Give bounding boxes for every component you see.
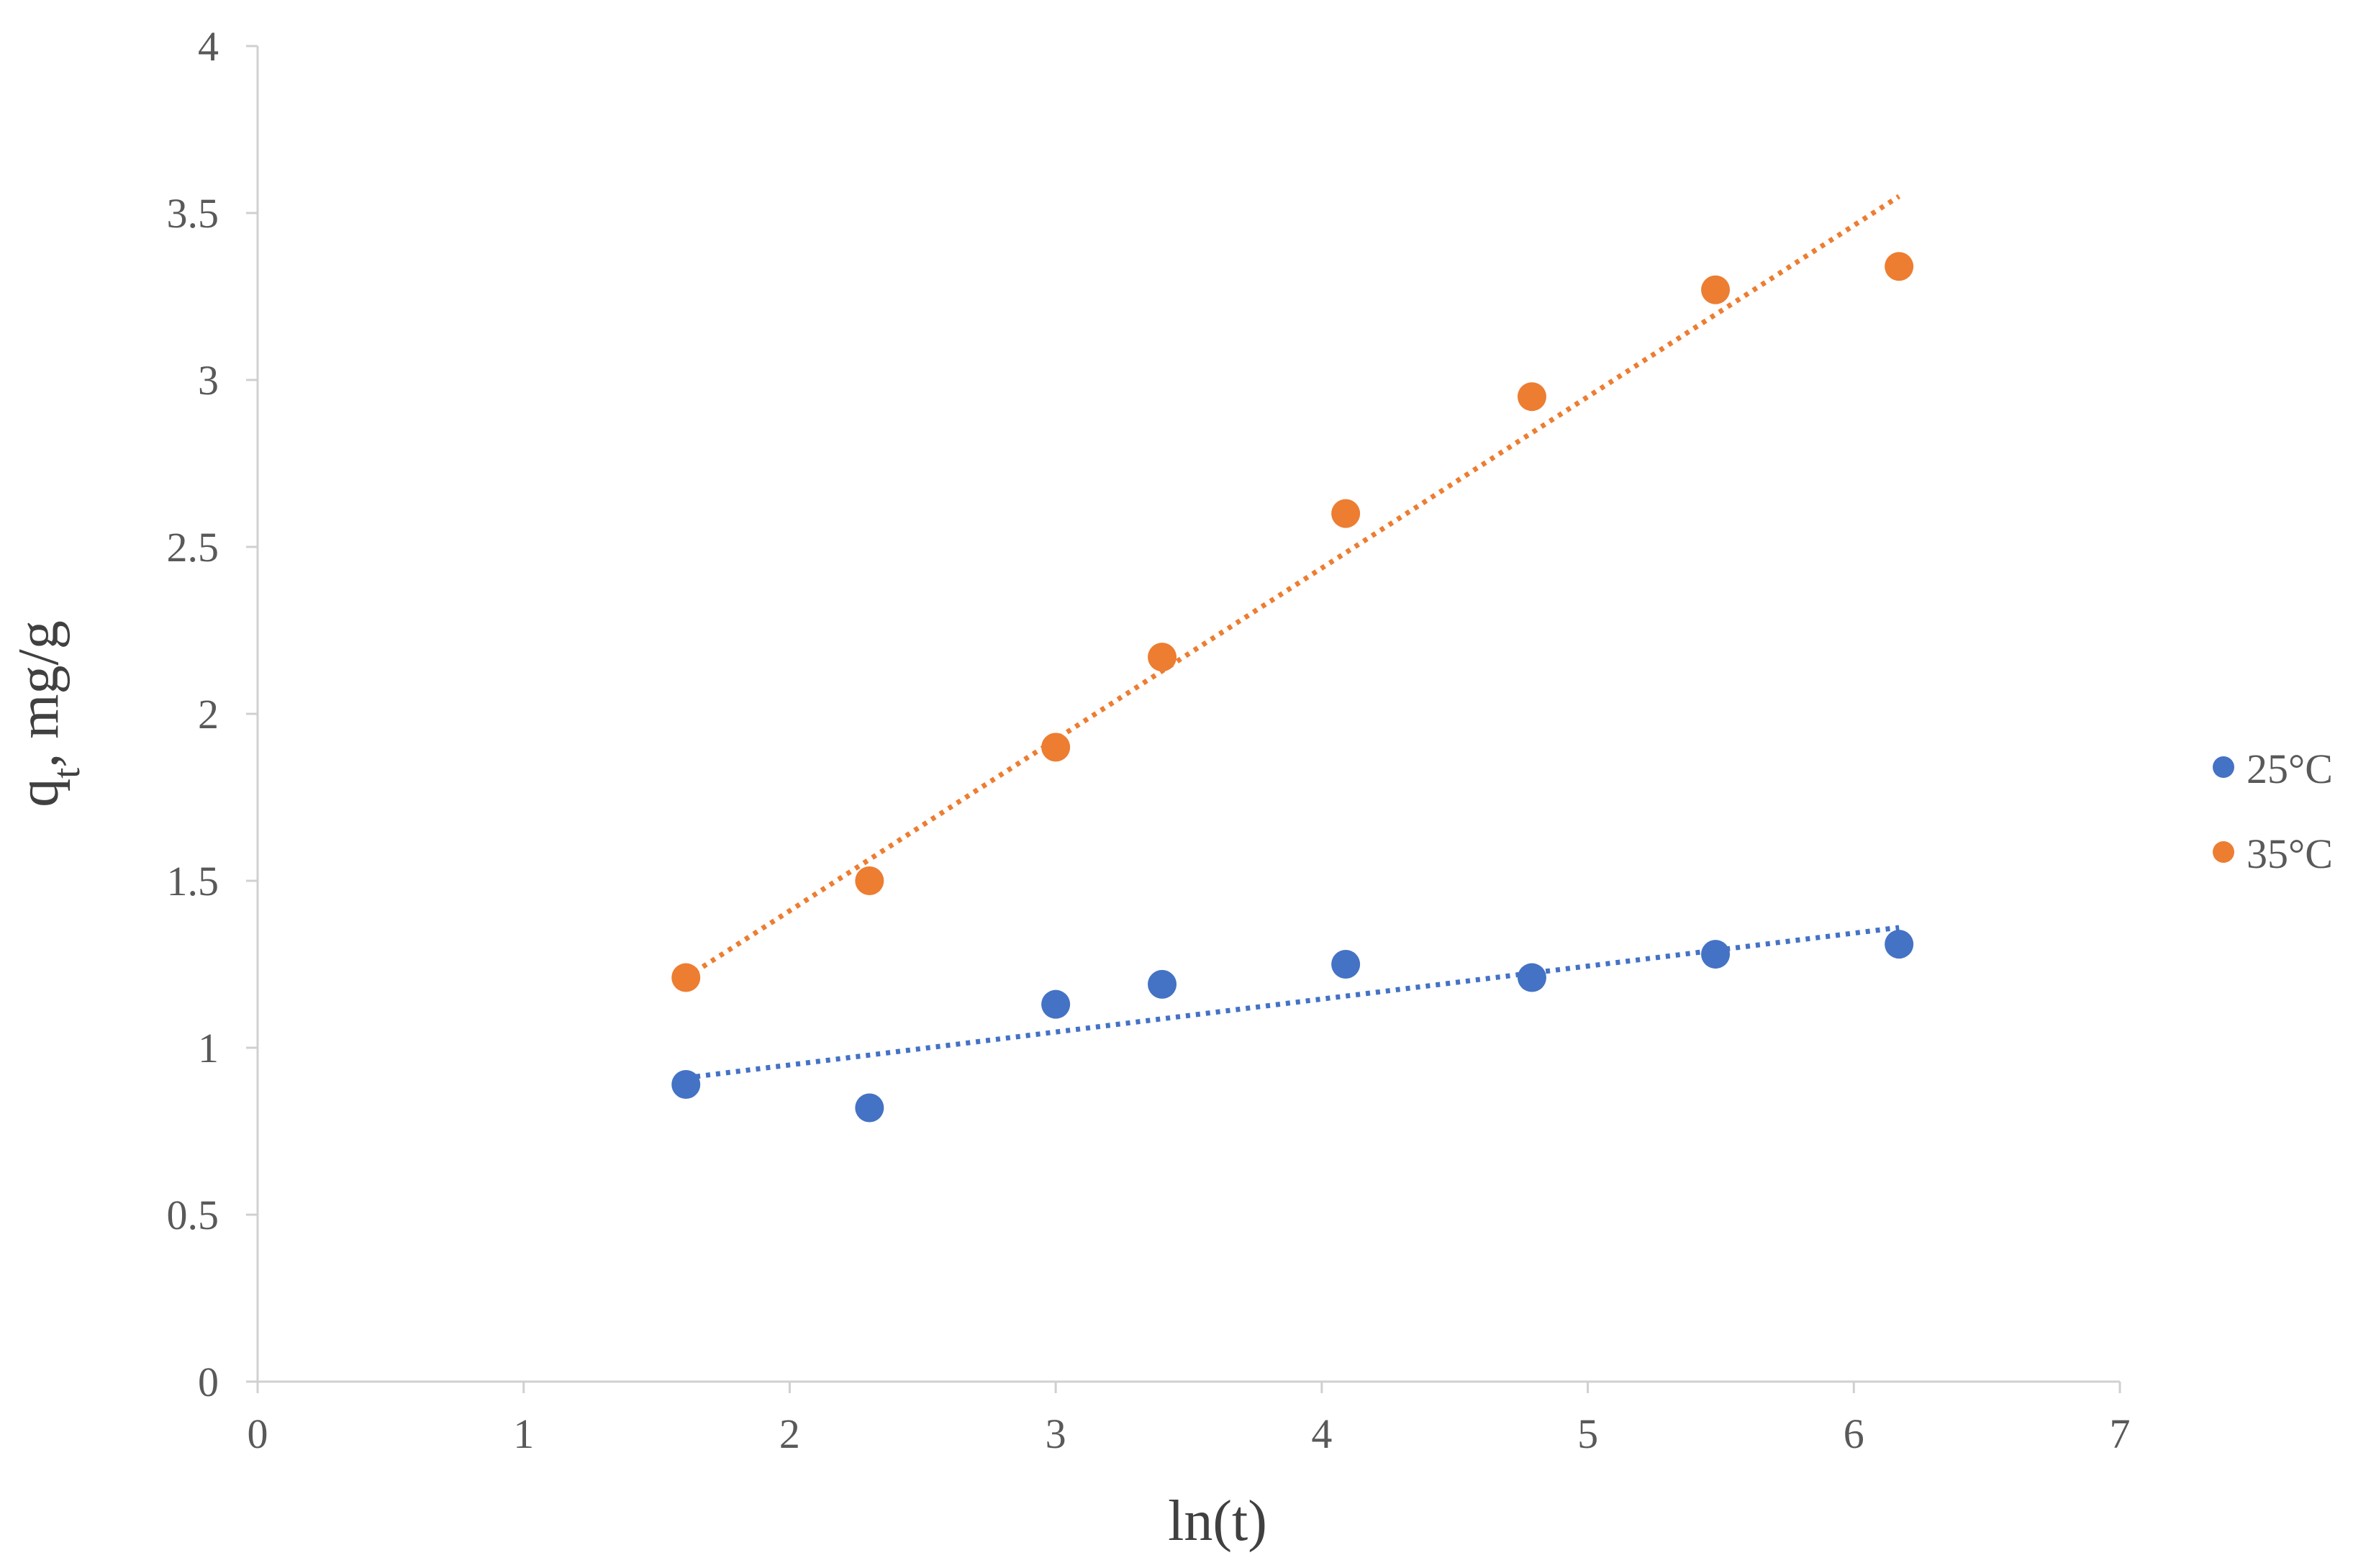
y-axis-title-suffix: , mg/g xyxy=(7,620,71,767)
plot-area xyxy=(671,194,1914,1123)
y-tick-label: 0.5 xyxy=(167,1192,219,1238)
x-tick-label: 6 xyxy=(1844,1410,1864,1457)
y-tick-label: 3 xyxy=(198,357,219,404)
trendline xyxy=(685,925,1900,1081)
x-tick-label: 1 xyxy=(513,1410,534,1457)
y-tick-label: 4 xyxy=(198,23,219,70)
legend-item: 35°C xyxy=(2213,830,2333,877)
data-point xyxy=(1885,930,1914,959)
legend-marker xyxy=(2213,756,2234,778)
data-point xyxy=(671,1070,701,1100)
y-axis-title-subscript: t xyxy=(45,768,88,779)
y-tick-label: 2.5 xyxy=(167,524,219,571)
y-axis-title-main: q xyxy=(7,779,71,807)
y-axis-title: qt, mg/g xyxy=(7,620,88,807)
x-tick-label: 2 xyxy=(779,1410,800,1457)
legend-label: 35°C xyxy=(2247,830,2333,877)
data-point xyxy=(1701,940,1731,969)
data-point xyxy=(1148,969,1177,999)
y-tick-label: 0 xyxy=(198,1359,219,1405)
x-axis-ticks: 0 1 2 3 4 5 6 7 xyxy=(248,1382,2131,1457)
x-tick-label: 7 xyxy=(2110,1410,2131,1457)
x-tick-label: 4 xyxy=(1311,1410,1332,1457)
y-tick-label: 1 xyxy=(198,1025,219,1071)
data-point xyxy=(1701,275,1731,304)
x-tick-label: 0 xyxy=(248,1410,268,1457)
y-tick-label: 3.5 xyxy=(167,190,219,237)
x-tick-label: 3 xyxy=(1046,1410,1066,1457)
data-point xyxy=(855,1093,884,1123)
data-point xyxy=(1331,950,1361,979)
data-point xyxy=(671,963,701,992)
series-0 xyxy=(671,925,1914,1123)
x-axis-title: ln(t) xyxy=(1168,1490,1267,1553)
data-point xyxy=(1517,963,1546,992)
legend-label: 25°C xyxy=(2247,746,2333,792)
data-point xyxy=(1041,989,1071,1019)
data-point xyxy=(1517,382,1546,412)
x-tick-label: 5 xyxy=(1577,1410,1598,1457)
data-point xyxy=(1041,733,1071,762)
trendline xyxy=(684,194,1901,980)
legend-item: 25°C xyxy=(2213,746,2333,792)
axes: 0 1 2 3 4 5 6 7 0 0.5 1 1.5 2 2.5 3 3.5 4 xyxy=(167,23,2131,1457)
legend-marker xyxy=(2213,841,2234,863)
data-point xyxy=(1885,252,1914,281)
data-point xyxy=(1148,643,1177,672)
data-point xyxy=(855,866,884,895)
y-axis-ticks: 0 0.5 1 1.5 2 2.5 3 3.5 4 xyxy=(167,23,258,1405)
y-tick-label: 2 xyxy=(198,691,219,738)
y-tick-label: 1.5 xyxy=(167,858,219,905)
legend: 25°C 35°C xyxy=(2213,746,2333,877)
series-1 xyxy=(671,194,1914,992)
data-point xyxy=(1331,499,1361,528)
